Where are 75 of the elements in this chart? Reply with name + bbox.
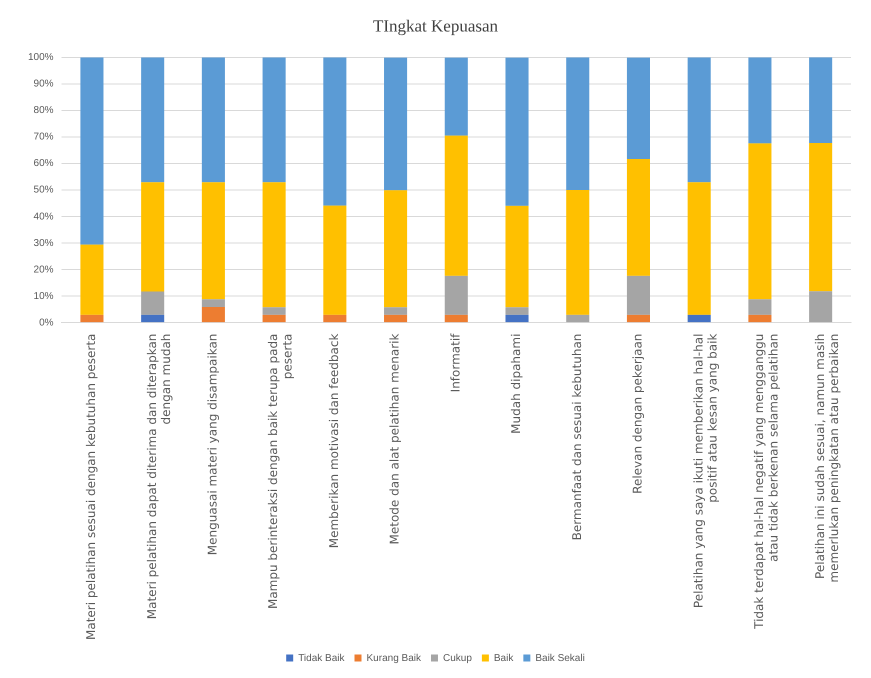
bar	[809, 143, 832, 292]
x-tick-label: Relevan dengan pekerjaan	[630, 334, 645, 494]
bar	[809, 57, 832, 144]
y-tick-label: 100%	[28, 52, 54, 64]
bar	[748, 314, 772, 322]
y-tick-label: 70%	[34, 132, 54, 143]
bar	[626, 158, 650, 276]
bar	[505, 58, 529, 206]
bar	[566, 190, 590, 315]
legend-label: Cukup	[442, 652, 472, 664]
bar	[444, 58, 468, 136]
x-tick-label: Materi pelatihan sesuai dengan kebutuhan peserta	[84, 334, 98, 640]
bar	[444, 276, 468, 315]
bar	[262, 57, 286, 182]
bar	[626, 58, 650, 159]
bar	[141, 292, 164, 315]
bar	[323, 57, 346, 206]
bar	[505, 307, 529, 315]
bar	[505, 206, 529, 308]
bar	[262, 182, 286, 308]
bar	[566, 314, 590, 322]
bar	[626, 314, 650, 322]
bar	[566, 57, 590, 190]
x-tick-label: Materi pelatihan dapat diterima dan diterapkan dengan mudah	[144, 334, 174, 620]
x-tick-label: Informatif	[448, 332, 462, 392]
y-tick-label: 10%	[34, 290, 54, 302]
bar	[688, 57, 711, 182]
bar	[262, 314, 286, 322]
bar	[384, 307, 408, 315]
bar	[384, 314, 408, 322]
bar	[141, 314, 164, 322]
legend-label: Baik Sekali	[535, 652, 585, 664]
bar	[688, 314, 711, 322]
bar	[202, 182, 225, 300]
bar	[384, 58, 408, 190]
y-tick-label: 0%	[39, 317, 54, 328]
legend-label: Kurang Baik	[366, 652, 422, 664]
bar	[748, 299, 772, 315]
bar	[80, 244, 104, 315]
y-tick-label: 50%	[34, 184, 54, 196]
bar	[505, 314, 529, 322]
bar	[80, 57, 104, 245]
bar	[262, 307, 286, 315]
bar	[688, 182, 711, 315]
bar	[323, 206, 346, 315]
y-tick-label: 60%	[34, 158, 54, 170]
y-tick-label: 20%	[34, 264, 54, 276]
bar	[384, 190, 408, 308]
bar	[141, 57, 164, 182]
bar	[141, 182, 164, 292]
x-tick-label: Pelatihan yang saya ikuti memberikan hal-hal positif atau kesan yang baik	[691, 334, 720, 608]
bar	[444, 314, 468, 322]
y-tick-label: 30%	[34, 238, 54, 249]
x-tick-label: Mudah dipahami	[509, 334, 524, 434]
bar	[444, 136, 468, 276]
bar	[748, 143, 772, 300]
x-tick-label: Bermanfaat dan sesuai kebutuhan	[570, 334, 584, 540]
bar	[626, 276, 650, 315]
chart-title: TIngkat Kepuasan	[372, 16, 499, 36]
x-tick-label: Mampu berinteraksi dengan baik terupa pada peserta	[266, 334, 295, 610]
bar	[323, 314, 346, 322]
x-tick-label: Metode dan alat pelatihan menarik	[388, 334, 402, 544]
bar	[202, 57, 225, 182]
bar	[202, 306, 225, 322]
y-tick-label: 80%	[34, 105, 54, 116]
legend-label: Baik	[494, 652, 514, 664]
bar	[748, 57, 772, 144]
y-tick-label: 90%	[34, 78, 54, 90]
x-tick-label: Menguasai materi yang disampaikan	[206, 334, 220, 556]
bar	[80, 314, 104, 322]
legend-label: Tidak Baik	[298, 652, 346, 664]
y-tick-label: 40%	[34, 211, 54, 222]
bar	[809, 291, 832, 322]
x-tick-label: Memberikan motivasi dan feedback	[326, 334, 341, 548]
bar	[202, 299, 225, 307]
